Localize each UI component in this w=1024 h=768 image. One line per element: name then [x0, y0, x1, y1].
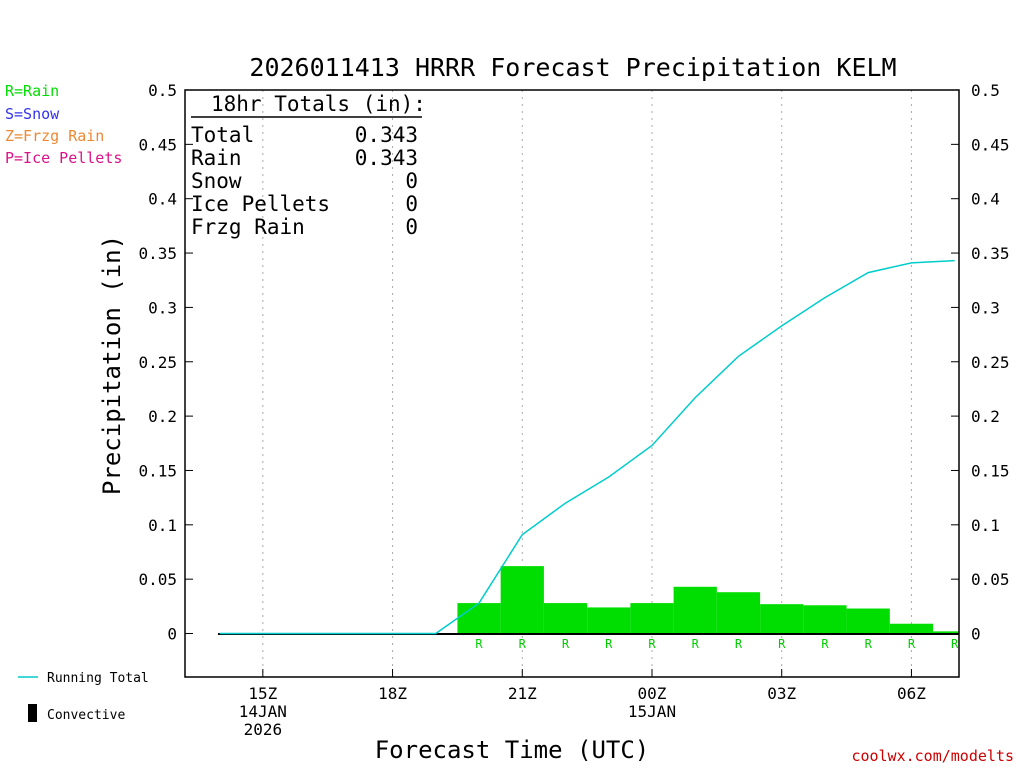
rain-bar	[673, 586, 717, 634]
x-axis-title: Forecast Time (UTC)	[375, 736, 650, 764]
y-tick-label: 0.25	[138, 353, 177, 372]
totals-table: 18hr Totals (in): Total 0.343 Rain 0.343 Sno…	[191, 92, 426, 239]
rain-bar	[543, 603, 588, 634]
rain-type-mark: R	[519, 637, 527, 651]
totals-row-value: 0.343	[355, 123, 418, 147]
rain-type-mark: R	[951, 637, 959, 651]
running-total-label: Running Total	[47, 671, 149, 686]
y-tick-label: 0.5	[971, 81, 1000, 100]
rain-type-mark: R	[692, 637, 700, 651]
rain-type-mark: R	[475, 637, 483, 651]
rain-bars	[457, 566, 959, 634]
totals-row-label: Frzg Rain	[191, 215, 305, 239]
convective-swatch	[28, 704, 37, 722]
y-tick-label: 0.45	[138, 135, 177, 154]
rain-type-mark: R	[908, 637, 916, 651]
rain-type-mark: R	[605, 637, 613, 651]
x-tick-label: 15Z	[248, 684, 277, 703]
y-axis-right: 0 0.05 0.1 0.15 0.2 0.25 0.3 0.35 0.4 0.45 0.5	[951, 81, 1010, 644]
grid-lines	[262, 90, 912, 677]
y-tick-label: 0.45	[971, 135, 1010, 154]
y-tick-label: 0.3	[148, 298, 177, 317]
rain-bar	[760, 604, 804, 634]
legend-snow: S=Snow	[5, 105, 60, 123]
credit-text: coolwx.com/modelts	[851, 747, 1014, 765]
y-tick-label: 0.05	[138, 570, 177, 589]
legend-frzg-rain: Z=Frzg Rain	[5, 127, 104, 145]
y-tick-label: 0.3	[971, 298, 1000, 317]
y-tick-label: 0.05	[971, 570, 1010, 589]
rain-bar	[716, 592, 761, 634]
y-tick-label: 0.5	[148, 81, 177, 100]
legend-rain: R=Rain	[5, 82, 59, 100]
x-tick-label: 14JAN	[239, 702, 287, 721]
rain-bar	[500, 566, 544, 634]
chart-title: 2026011413 HRRR Forecast Precipitation K…	[249, 53, 896, 82]
x-tick-label: 15JAN	[628, 702, 676, 721]
y-tick-label: 0	[971, 625, 981, 644]
totals-row-label: Ice Pellets	[191, 192, 330, 216]
rain-bar	[889, 623, 934, 634]
y-tick-label: 0.15	[138, 461, 177, 480]
y-tick-label: 0.35	[138, 244, 177, 263]
rain-type-mark: R	[778, 637, 786, 651]
y-tick-label: 0.2	[971, 407, 1000, 426]
rain-bar	[587, 607, 631, 634]
x-tick-label: 18Z	[378, 684, 407, 703]
y-tick-label: 0.1	[971, 516, 1000, 535]
plot-frame	[184, 89, 960, 678]
legend-ice-pellets: P=Ice Pellets	[5, 149, 122, 167]
x-tick-label: 21Z	[508, 684, 537, 703]
y-tick-label: 0.4	[971, 190, 1000, 209]
totals-rows: Total 0.343 Rain 0.343 Snow 0 Ice Pellets 0 Frzg…	[191, 123, 418, 239]
totals-row-value: 0.343	[355, 146, 418, 170]
rain-bar	[846, 608, 890, 634]
rain-bar	[630, 603, 674, 634]
totals-row-value: 0	[405, 169, 418, 193]
totals-row-label: Total	[191, 123, 254, 147]
totals-header: 18hr Totals (in):	[211, 92, 426, 116]
running-total-line	[219, 259, 955, 635]
y-tick-label: 0.4	[148, 190, 177, 209]
totals-row-label: Rain	[191, 146, 242, 170]
y-tick-label: 0.25	[971, 353, 1010, 372]
rain-type-mark: R	[865, 637, 873, 651]
totals-row-label: Snow	[191, 169, 242, 193]
totals-row-value: 0	[405, 215, 418, 239]
y-tick-label: 0.1	[148, 516, 177, 535]
rain-bar	[933, 631, 959, 634]
y-tick-label: 0	[167, 625, 177, 644]
x-tick-label: 00Z	[638, 684, 667, 703]
rain-bar	[457, 603, 501, 634]
bottom-legend: Running Total Convective	[18, 671, 149, 723]
precip-type-legend: R=Rain S=Snow Z=Frzg Rain P=Ice Pellets	[5, 82, 122, 167]
convective-label: Convective	[47, 708, 125, 723]
rain-type-mark: R	[735, 637, 743, 651]
rain-bar	[803, 605, 847, 634]
y-tick-label: 0.15	[971, 461, 1010, 480]
x-tick-label: 2026	[244, 720, 283, 739]
y-axis-title: Precipitation (in)	[98, 235, 126, 495]
rain-type-mark: R	[648, 637, 656, 651]
rain-type-mark: R	[821, 637, 829, 651]
y-axis-left: 0 0.05 0.1 0.15 0.2 0.25 0.3 0.35 0.4 0.45 0.5	[138, 81, 193, 644]
totals-row-value: 0	[405, 192, 418, 216]
x-tick-label: 03Z	[767, 684, 796, 703]
y-tick-label: 0.2	[148, 407, 177, 426]
y-tick-label: 0.35	[971, 244, 1010, 263]
x-tick-label: 06Z	[897, 684, 926, 703]
rain-type-mark: R	[562, 637, 570, 651]
